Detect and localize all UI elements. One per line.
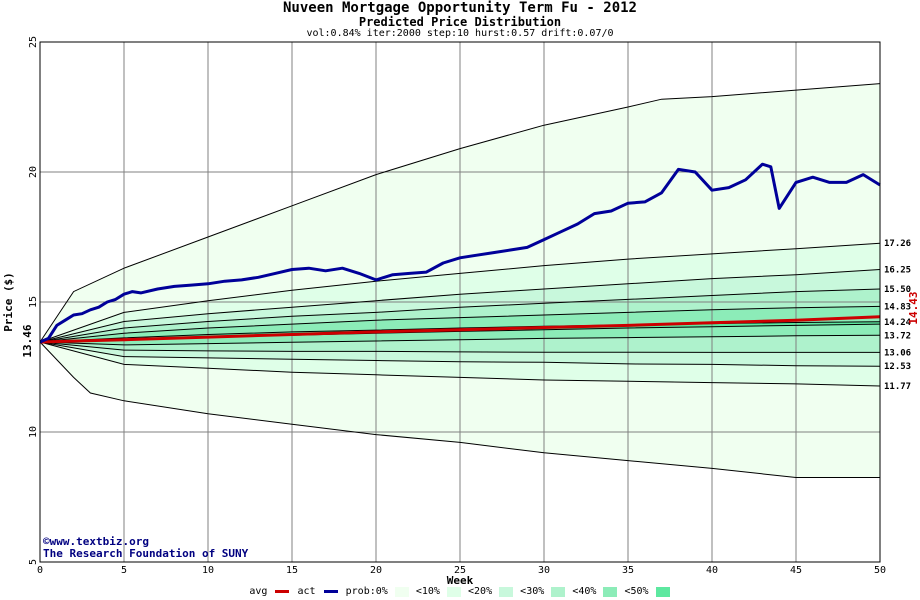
- x-axis-label: Week: [447, 574, 474, 587]
- y-tick-label: 20: [28, 166, 39, 178]
- series-act-line: [39, 162, 881, 344]
- legend: avg act prob:0% <10% <20% <30% <40% <50%: [0, 586, 920, 598]
- x-tick-label: 20: [370, 565, 382, 576]
- right-percentile-label: 14.83: [884, 302, 911, 312]
- chart-title: Nuveen Mortgage Opportunity Term Fu - 20…: [282, 0, 637, 16]
- y-axis-label: Price ($): [2, 272, 15, 332]
- x-tick-label: 50: [874, 565, 886, 576]
- x-tick-label: 0: [37, 565, 43, 576]
- end-price-label: 14.43: [907, 291, 920, 324]
- legend-p10-label: <10%: [415, 586, 440, 597]
- legend-avg-swatch: [275, 590, 290, 593]
- right-percentile-label: 17.26: [884, 239, 911, 249]
- x-tick-label: 15: [286, 565, 298, 576]
- start-price-label: 13.46: [21, 324, 34, 357]
- y-tick-label: 15: [28, 296, 39, 308]
- x-tick-label: 35: [622, 565, 634, 576]
- x-tick-label: 10: [202, 565, 214, 576]
- legend-p10-swatch: [446, 586, 461, 597]
- legend-act-label: act: [297, 586, 316, 597]
- band-upper-line: [39, 288, 881, 343]
- right-percentile-label: 15.50: [884, 285, 911, 295]
- x-axis-ticks: 0 5 10 15 20 25 30 35 40 45 50: [37, 565, 886, 576]
- x-tick-label: 40: [706, 565, 718, 576]
- right-percentile-labels: 17.26 16.25 15.50 14.83 14.24 13.72 13.06 12.53…: [884, 239, 912, 392]
- right-percentile-label: 11.77: [884, 382, 911, 392]
- band-lower-line: [39, 341, 881, 387]
- y-axis-ticks: 5 10 15 20 25: [28, 36, 39, 565]
- band-upper-line: [39, 242, 881, 343]
- legend-p20-swatch: [499, 586, 514, 597]
- legend-p50-label: <50%: [624, 586, 649, 597]
- legend-act-swatch: [323, 590, 338, 593]
- series-lines: [39, 162, 881, 344]
- x-tick-label: 30: [538, 565, 550, 576]
- x-tick-label: 45: [790, 565, 802, 576]
- credit-website: ©www.textbiz.org: [43, 535, 149, 548]
- right-percentile-label: 16.25: [884, 266, 911, 276]
- right-percentile-label: 14.24: [884, 318, 912, 328]
- legend-p50-swatch: [655, 586, 670, 597]
- series-avg-line: [39, 315, 881, 344]
- credit-foundation: The Research Foundation of SUNY: [43, 547, 249, 560]
- legend-p30-swatch: [551, 586, 566, 597]
- chart-subtitle: Predicted Price Distribution: [358, 15, 562, 29]
- legend-prob0-swatch: [394, 586, 409, 597]
- band-lower-line: [39, 334, 881, 346]
- y-tick-label: 10: [28, 426, 39, 438]
- x-tick-label: 25: [454, 565, 466, 576]
- simulation-params: vol:0.84% iter:2000 step:10 hurst:0.57 d…: [306, 28, 614, 39]
- right-percentile-label: 12.53: [884, 362, 911, 372]
- legend-p30-label: <30%: [520, 586, 545, 597]
- right-percentile-label: 13.72: [884, 331, 911, 341]
- y-tick-label: 25: [28, 36, 39, 48]
- legend-p40-swatch: [603, 586, 618, 597]
- band-upper-line: [39, 83, 881, 343]
- legend-p40-label: <40%: [572, 586, 597, 597]
- band-upper-line: [39, 305, 881, 343]
- band-upper-line: [39, 269, 881, 343]
- x-tick-label: 5: [121, 565, 127, 576]
- y-tick-label: 5: [28, 559, 39, 565]
- legend-p20-label: <20%: [468, 586, 493, 597]
- band-lower-line: [39, 341, 880, 353]
- legend-avg-label: avg: [249, 586, 268, 597]
- band-lower-line: [39, 341, 880, 478]
- right-percentile-label: 13.06: [884, 348, 911, 358]
- plot-frame: [39, 41, 881, 563]
- legend-prob0-label: prob:0%: [345, 586, 388, 597]
- band-lower-line: [39, 341, 881, 367]
